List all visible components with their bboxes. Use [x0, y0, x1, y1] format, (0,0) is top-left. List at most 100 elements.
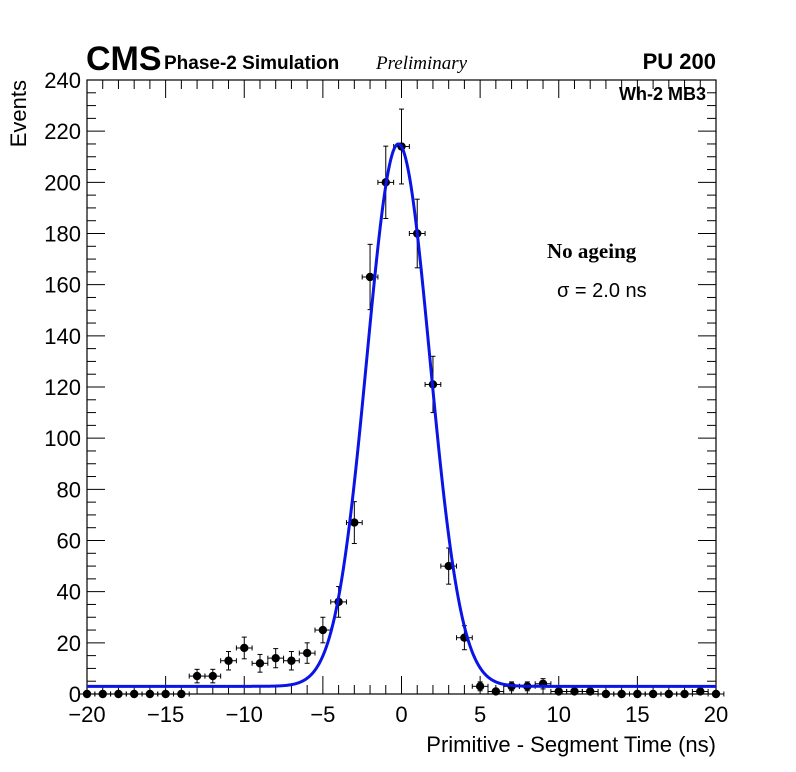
data-marker — [145, 689, 155, 699]
data-point — [566, 687, 583, 696]
data-point — [629, 689, 646, 699]
data-marker — [475, 682, 485, 691]
data-point — [125, 689, 143, 699]
data-marker — [192, 671, 202, 681]
data-marker — [287, 656, 296, 665]
data-point — [676, 689, 693, 699]
data-marker — [350, 518, 359, 527]
data-point — [157, 689, 174, 699]
y-tick-label: 160 — [44, 273, 81, 298]
x-tick-label: 0 — [395, 702, 407, 727]
y-tick-label: 240 — [44, 68, 81, 93]
data-marker — [318, 625, 328, 635]
data-marker — [365, 272, 375, 282]
data-point — [267, 648, 285, 669]
data-point — [691, 687, 709, 696]
annotation-sigma: σ = 2.0 ns — [557, 280, 647, 302]
y-tick-label: 40 — [57, 580, 81, 605]
y-tick-label: 120 — [44, 375, 81, 400]
y-tick-label: 200 — [44, 170, 81, 195]
annotation-condition: No ageing — [547, 239, 637, 263]
data-point — [141, 689, 159, 699]
data-point — [361, 243, 379, 311]
data-point — [94, 689, 112, 699]
x-tick-label: −15 — [147, 702, 184, 727]
data-marker — [271, 653, 280, 663]
data-marker — [302, 648, 312, 658]
data-point — [550, 687, 568, 696]
axis-tick-labels: −20 −15 −10 −5 0 5 10 15 20020406080100120140160… — [44, 68, 728, 727]
x-tick-label: 10 — [547, 702, 571, 727]
data-marker — [711, 689, 721, 699]
data-marker — [444, 561, 453, 571]
data-marker — [617, 689, 626, 699]
y-tick-label: 140 — [44, 324, 81, 349]
data-marker — [82, 689, 92, 699]
data-point — [110, 689, 127, 699]
region-label: Wh-2 MB3 — [619, 84, 706, 104]
x-tick-label: −10 — [226, 702, 263, 727]
data-marker — [648, 689, 658, 699]
data-point — [204, 668, 222, 684]
data-marker — [129, 689, 139, 699]
fit-curve-group — [86, 142, 717, 688]
data-point — [660, 689, 678, 699]
y-tick-label: 80 — [57, 477, 81, 502]
data-point — [220, 651, 237, 671]
data-point — [251, 653, 269, 673]
data-marker — [664, 689, 674, 699]
data-point — [172, 689, 190, 699]
x-tick-label: −20 — [68, 702, 105, 727]
data-marker — [177, 689, 186, 699]
data-point — [597, 689, 615, 699]
cms-label: CMS — [86, 40, 162, 78]
x-tick-label: 20 — [704, 702, 728, 727]
simulation-label: Phase-2 Simulation — [164, 53, 339, 74]
data-marker — [554, 687, 563, 696]
pileup-label: PU 200 — [643, 49, 716, 74]
x-tick-label: −5 — [310, 702, 335, 727]
data-marker — [161, 689, 170, 699]
data-point — [613, 689, 631, 699]
data-point — [581, 687, 599, 696]
y-tick-label: 20 — [57, 631, 81, 656]
data-marker — [240, 643, 249, 653]
data-point — [314, 616, 332, 644]
data-point — [235, 636, 253, 660]
x-tick-label: 15 — [625, 702, 649, 727]
data-marker — [680, 689, 689, 699]
y-tick-label: 220 — [44, 119, 81, 144]
data-marker — [224, 656, 233, 665]
data-point — [78, 689, 96, 699]
data-marker — [696, 687, 705, 696]
data-marker — [601, 689, 611, 699]
data-point — [283, 651, 300, 671]
data-point — [298, 642, 316, 664]
axis-ticks — [86, 79, 717, 695]
data-point — [188, 668, 206, 684]
y-tick-label: 100 — [44, 426, 81, 451]
data-point — [707, 689, 725, 699]
data-marker — [208, 671, 217, 681]
y-tick-label: 60 — [57, 529, 81, 554]
data-point — [644, 689, 662, 699]
data-point — [487, 687, 505, 696]
data-points — [78, 108, 725, 699]
data-marker — [633, 689, 642, 699]
preliminary-label: Preliminary — [375, 53, 468, 74]
data-point — [471, 681, 489, 692]
data-point — [456, 625, 473, 651]
data-marker — [570, 687, 579, 696]
data-marker — [255, 659, 265, 668]
x-tick-label: 5 — [474, 702, 486, 727]
y-tick-label: 180 — [44, 222, 81, 247]
x-axis-title: Primitive - Segment Time (ns) — [426, 732, 716, 757]
y-tick-label: 0 — [69, 682, 81, 707]
fit-curve — [86, 142, 717, 688]
data-marker — [491, 687, 501, 696]
data-marker — [114, 689, 123, 699]
y-axis-title: Events — [6, 80, 31, 147]
data-marker — [586, 687, 595, 696]
data-marker — [98, 689, 107, 699]
